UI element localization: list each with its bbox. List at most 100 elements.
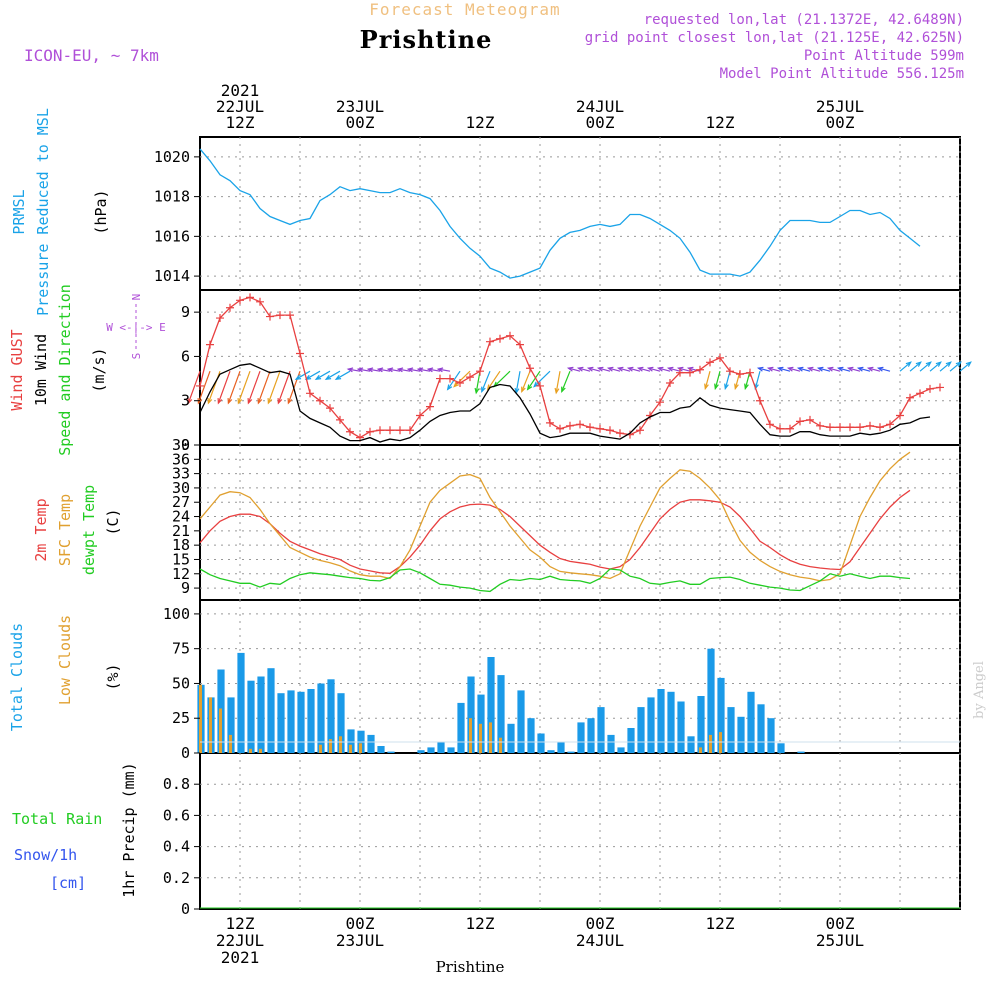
wind-arrow (929, 361, 942, 372)
wind-arrow (325, 370, 341, 380)
wind-arrow (744, 371, 751, 389)
low-cloud-bar (469, 718, 472, 753)
ytick-label: 12 (172, 565, 190, 583)
gust-marker (396, 426, 404, 435)
sfc-line (199, 451, 911, 582)
wind-arrow (608, 367, 621, 372)
wind-arrow-head (217, 398, 223, 405)
low-clouds-label: Low Clouds (56, 615, 74, 705)
time-label-bottom: 00Z (826, 914, 855, 933)
total-cloud-bar (327, 679, 335, 753)
wind-arrow (868, 367, 881, 372)
wind-arrow (561, 370, 571, 392)
wind-arrow-head (521, 386, 526, 394)
total-cloud-bar (677, 701, 685, 753)
wind-arrow-head (935, 361, 942, 367)
total-cloud-bar (567, 751, 575, 753)
wind-arrow-head (796, 366, 804, 372)
gust-marker (836, 423, 844, 432)
ytick-label: 100 (163, 605, 190, 623)
low-cloud-bar (719, 732, 722, 753)
dew-line (199, 568, 911, 593)
gust-marker (606, 426, 614, 435)
time-label-top: 23JUL (336, 97, 384, 116)
total-cloud-bar (667, 691, 675, 753)
wind-arrow-head (856, 366, 864, 372)
wind-arrow-head (586, 366, 594, 372)
wind-arrow-head (277, 398, 283, 405)
gust-marker (586, 423, 594, 432)
time-label-top: 00Z (826, 113, 855, 132)
compass-s: S (130, 353, 143, 360)
gust-marker (696, 365, 704, 374)
total-cloud-bar (287, 690, 295, 753)
gust-marker (486, 337, 494, 346)
ytick-label: 33 (172, 465, 190, 483)
wind-arrow (818, 367, 831, 372)
wind-arrow-head (965, 361, 972, 367)
wind-arrow (658, 367, 671, 372)
wind-arrow-head (334, 374, 342, 380)
model-altitude: Model Point Altitude 556.125m (720, 66, 964, 82)
wind-arrow-head (197, 398, 203, 405)
gust-marker (896, 411, 904, 420)
total-cloud-bar (747, 691, 755, 753)
wind-arrow (398, 368, 411, 372)
wind-arrow-head (406, 367, 414, 373)
wind-arrow-head (426, 367, 434, 373)
total-cloud-bar (767, 718, 775, 753)
ytick-label: 36 (172, 450, 190, 468)
gust-marker (736, 370, 744, 379)
total-cloud-bar (687, 736, 695, 753)
low-cloud-bar (709, 734, 712, 753)
wind-arrow (217, 370, 231, 404)
wind-arrow-head (187, 398, 193, 405)
ytick-label: 3 (181, 392, 190, 410)
ytick-label: 39 (172, 436, 190, 454)
low-cloud-bar (489, 722, 492, 753)
wind-arrow (358, 368, 371, 372)
low-cloud-bar (199, 684, 202, 753)
panel-frames (199, 136, 961, 910)
wind-arrow (527, 370, 541, 390)
gust-marker (766, 420, 774, 429)
gust-marker (856, 423, 864, 432)
gust-marker (686, 368, 694, 377)
wind-arrow-head (734, 383, 739, 391)
low-cloud-bar (209, 697, 212, 753)
wind-arrow-head (786, 366, 794, 372)
gust-marker (546, 418, 554, 427)
gust-marker (276, 311, 284, 320)
snow-unit: [cm] (50, 874, 86, 892)
low-cloud-bar (349, 744, 352, 753)
wind-arrow (388, 368, 401, 372)
wind-arrow (368, 368, 381, 372)
wind-arrow-head (836, 366, 844, 372)
gust-marker (576, 420, 584, 429)
wind-arrow-head (606, 366, 614, 372)
wind-arrow (648, 367, 661, 372)
gust-marker (436, 374, 444, 383)
total-cloud-bar (317, 683, 325, 753)
gust-marker (926, 384, 934, 393)
gust-marker (776, 424, 784, 433)
t2m-line (199, 489, 911, 574)
gust-marker (706, 358, 714, 367)
series-layer (187, 149, 972, 909)
total-cloud-bar (307, 689, 315, 753)
ytick-label: 9 (181, 303, 190, 321)
wind-arrow (788, 367, 801, 372)
gust-marker (666, 379, 674, 387)
wind-arrow (237, 370, 251, 404)
wind-arrow (919, 361, 932, 372)
gust-marker (676, 368, 684, 377)
wind-arrow-head (227, 398, 233, 405)
gust-marker (476, 367, 484, 376)
gust-marker (756, 396, 764, 405)
total-cloud-bar (467, 676, 475, 753)
wind-arrow-head (356, 367, 364, 373)
wind-arrow-head (396, 367, 404, 373)
wind-arrow-head (816, 366, 824, 372)
wind-arrow-head (376, 367, 384, 373)
wind-arrow-head (666, 366, 674, 372)
